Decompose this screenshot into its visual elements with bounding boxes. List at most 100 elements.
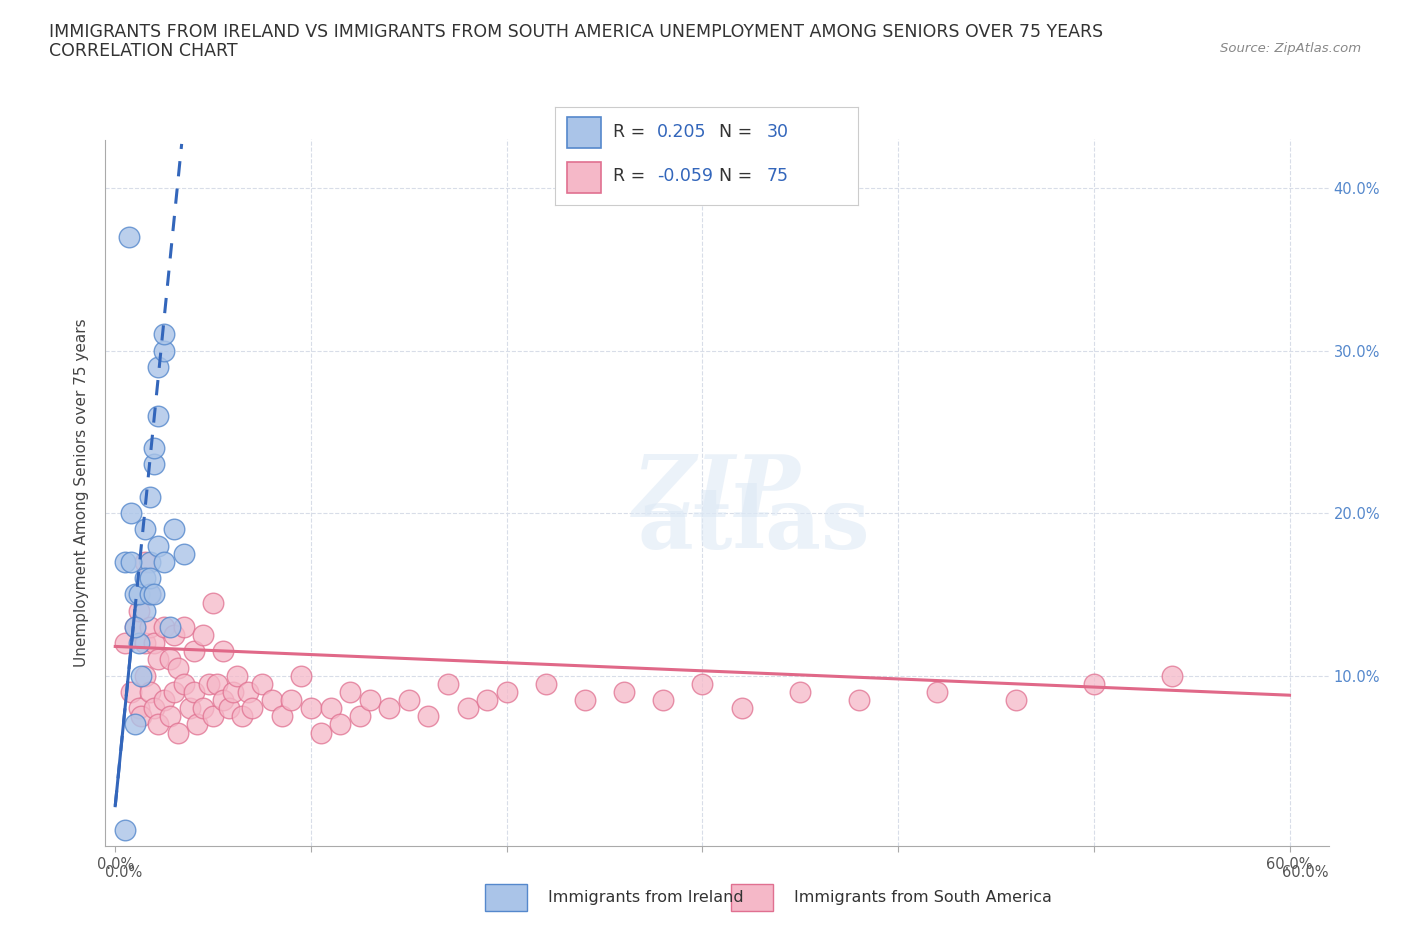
Point <box>128 700 150 715</box>
Point <box>153 693 176 708</box>
Point <box>193 628 215 643</box>
Point <box>114 554 136 569</box>
Text: Immigrants from South America: Immigrants from South America <box>794 890 1052 905</box>
Point <box>163 522 186 537</box>
Point <box>143 636 166 651</box>
Point <box>139 489 162 504</box>
Text: N =: N = <box>718 123 758 140</box>
Text: ZIP: ZIP <box>633 451 801 535</box>
Y-axis label: Unemployment Among Seniors over 75 years: Unemployment Among Seniors over 75 years <box>75 319 90 667</box>
Point <box>221 684 243 699</box>
Text: CORRELATION CHART: CORRELATION CHART <box>49 42 238 60</box>
Point <box>148 408 170 423</box>
Point <box>240 700 263 715</box>
Point <box>270 709 292 724</box>
Point <box>225 669 247 684</box>
Point <box>134 554 156 569</box>
Text: IMMIGRANTS FROM IRELAND VS IMMIGRANTS FROM SOUTH AMERICA UNEMPLOYMENT AMONG SENI: IMMIGRANTS FROM IRELAND VS IMMIGRANTS FR… <box>49 23 1104 41</box>
Point <box>129 709 152 724</box>
Text: 0.205: 0.205 <box>657 123 706 140</box>
Point <box>153 554 176 569</box>
Point <box>148 360 170 375</box>
Point <box>183 644 205 658</box>
Point <box>280 693 302 708</box>
Point <box>139 587 162 602</box>
Point <box>124 587 146 602</box>
Point <box>202 595 225 610</box>
Point <box>692 676 714 691</box>
Point <box>143 441 166 456</box>
Point <box>238 684 260 699</box>
Point <box>437 676 460 691</box>
Point <box>319 700 342 715</box>
Point <box>173 547 195 562</box>
Point <box>118 230 141 245</box>
Point <box>114 823 136 838</box>
Point <box>114 636 136 651</box>
Point <box>143 457 166 472</box>
Point <box>475 693 498 708</box>
Point <box>198 676 221 691</box>
Point <box>193 700 215 715</box>
Point <box>212 644 235 658</box>
Point <box>139 684 162 699</box>
Point <box>159 619 181 634</box>
Point <box>848 693 870 708</box>
Point <box>148 538 170 553</box>
FancyBboxPatch shape <box>568 162 600 193</box>
Point <box>124 619 146 634</box>
Point <box>134 604 156 618</box>
Point <box>134 669 156 684</box>
Point <box>139 571 162 586</box>
Point <box>349 709 371 724</box>
Point <box>134 636 156 651</box>
Point <box>927 684 949 699</box>
Point <box>139 587 162 602</box>
Point <box>153 619 176 634</box>
Point <box>1004 693 1026 708</box>
Point <box>153 343 176 358</box>
Point <box>309 725 332 740</box>
Text: R =: R = <box>613 123 651 140</box>
Point <box>290 669 312 684</box>
Text: 60.0%: 60.0% <box>1282 865 1329 880</box>
Point <box>143 587 166 602</box>
Point <box>173 619 195 634</box>
Point <box>129 669 152 684</box>
Text: 0.0%: 0.0% <box>105 865 142 880</box>
Point <box>730 700 752 715</box>
Point <box>359 693 381 708</box>
Text: N =: N = <box>718 166 758 185</box>
Point <box>218 700 240 715</box>
Point <box>167 725 190 740</box>
Point <box>250 676 273 691</box>
Point <box>231 709 253 724</box>
Point <box>1083 676 1105 691</box>
Point <box>120 684 142 699</box>
Point <box>205 676 228 691</box>
Point <box>167 660 190 675</box>
Point <box>789 684 811 699</box>
Point <box>179 700 201 715</box>
Point <box>186 717 208 732</box>
Point <box>139 554 162 569</box>
Point <box>159 709 181 724</box>
Point <box>128 604 150 618</box>
Point <box>574 693 596 708</box>
Point <box>418 709 440 724</box>
Point <box>159 652 181 667</box>
Text: 30: 30 <box>768 123 789 140</box>
Point <box>202 709 225 724</box>
FancyBboxPatch shape <box>568 117 600 148</box>
Point <box>120 506 142 521</box>
Point <box>148 652 170 667</box>
Point <box>457 700 479 715</box>
Text: 75: 75 <box>768 166 789 185</box>
Point <box>398 693 420 708</box>
Point <box>128 636 150 651</box>
Point <box>260 693 283 708</box>
Point <box>534 676 557 691</box>
Point <box>495 684 517 699</box>
Text: Immigrants from Ireland: Immigrants from Ireland <box>548 890 744 905</box>
Point <box>134 522 156 537</box>
